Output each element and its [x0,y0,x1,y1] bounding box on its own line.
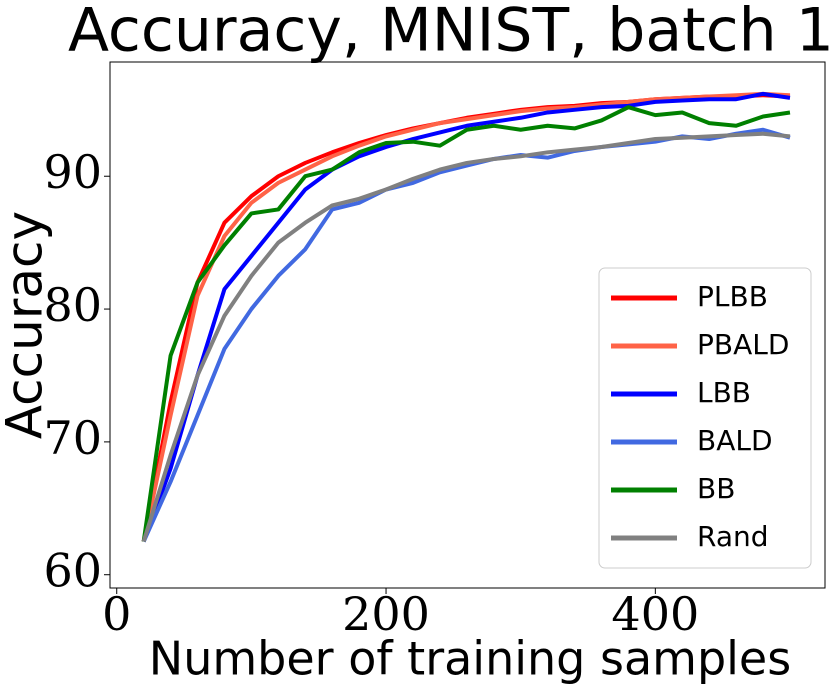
series-line [141,91,791,542]
legend-box [598,267,812,569]
y-tick-label: 90 [43,145,102,199]
x-tick-label: 200 [342,587,430,641]
plot-frame [109,61,826,589]
y-axis-label: Accuracy [0,211,54,439]
legend-label: BALD [697,424,773,457]
y-tick-label: 70 [43,411,102,465]
legend-label: PBALD [697,328,789,361]
legend-label: Rand [697,520,769,553]
legend-label: PLBB [697,280,768,313]
y-tick-label: 60 [43,544,102,598]
x-axis-label: Number of training samples [149,632,791,686]
series-line [141,105,791,542]
chart-title: Accuracy, MNIST, batch 10 [68,0,831,66]
y-tick-label: 80 [43,278,102,332]
series-line [141,91,791,543]
x-tick-label: 400 [611,587,699,641]
series-line [141,131,791,543]
legend-label: BB [697,472,735,505]
legend-label: LBB [697,376,751,409]
legend: PLBB PBALD LBB BALD BB Rand [598,267,812,569]
x-tick-label: 0 [102,587,131,641]
